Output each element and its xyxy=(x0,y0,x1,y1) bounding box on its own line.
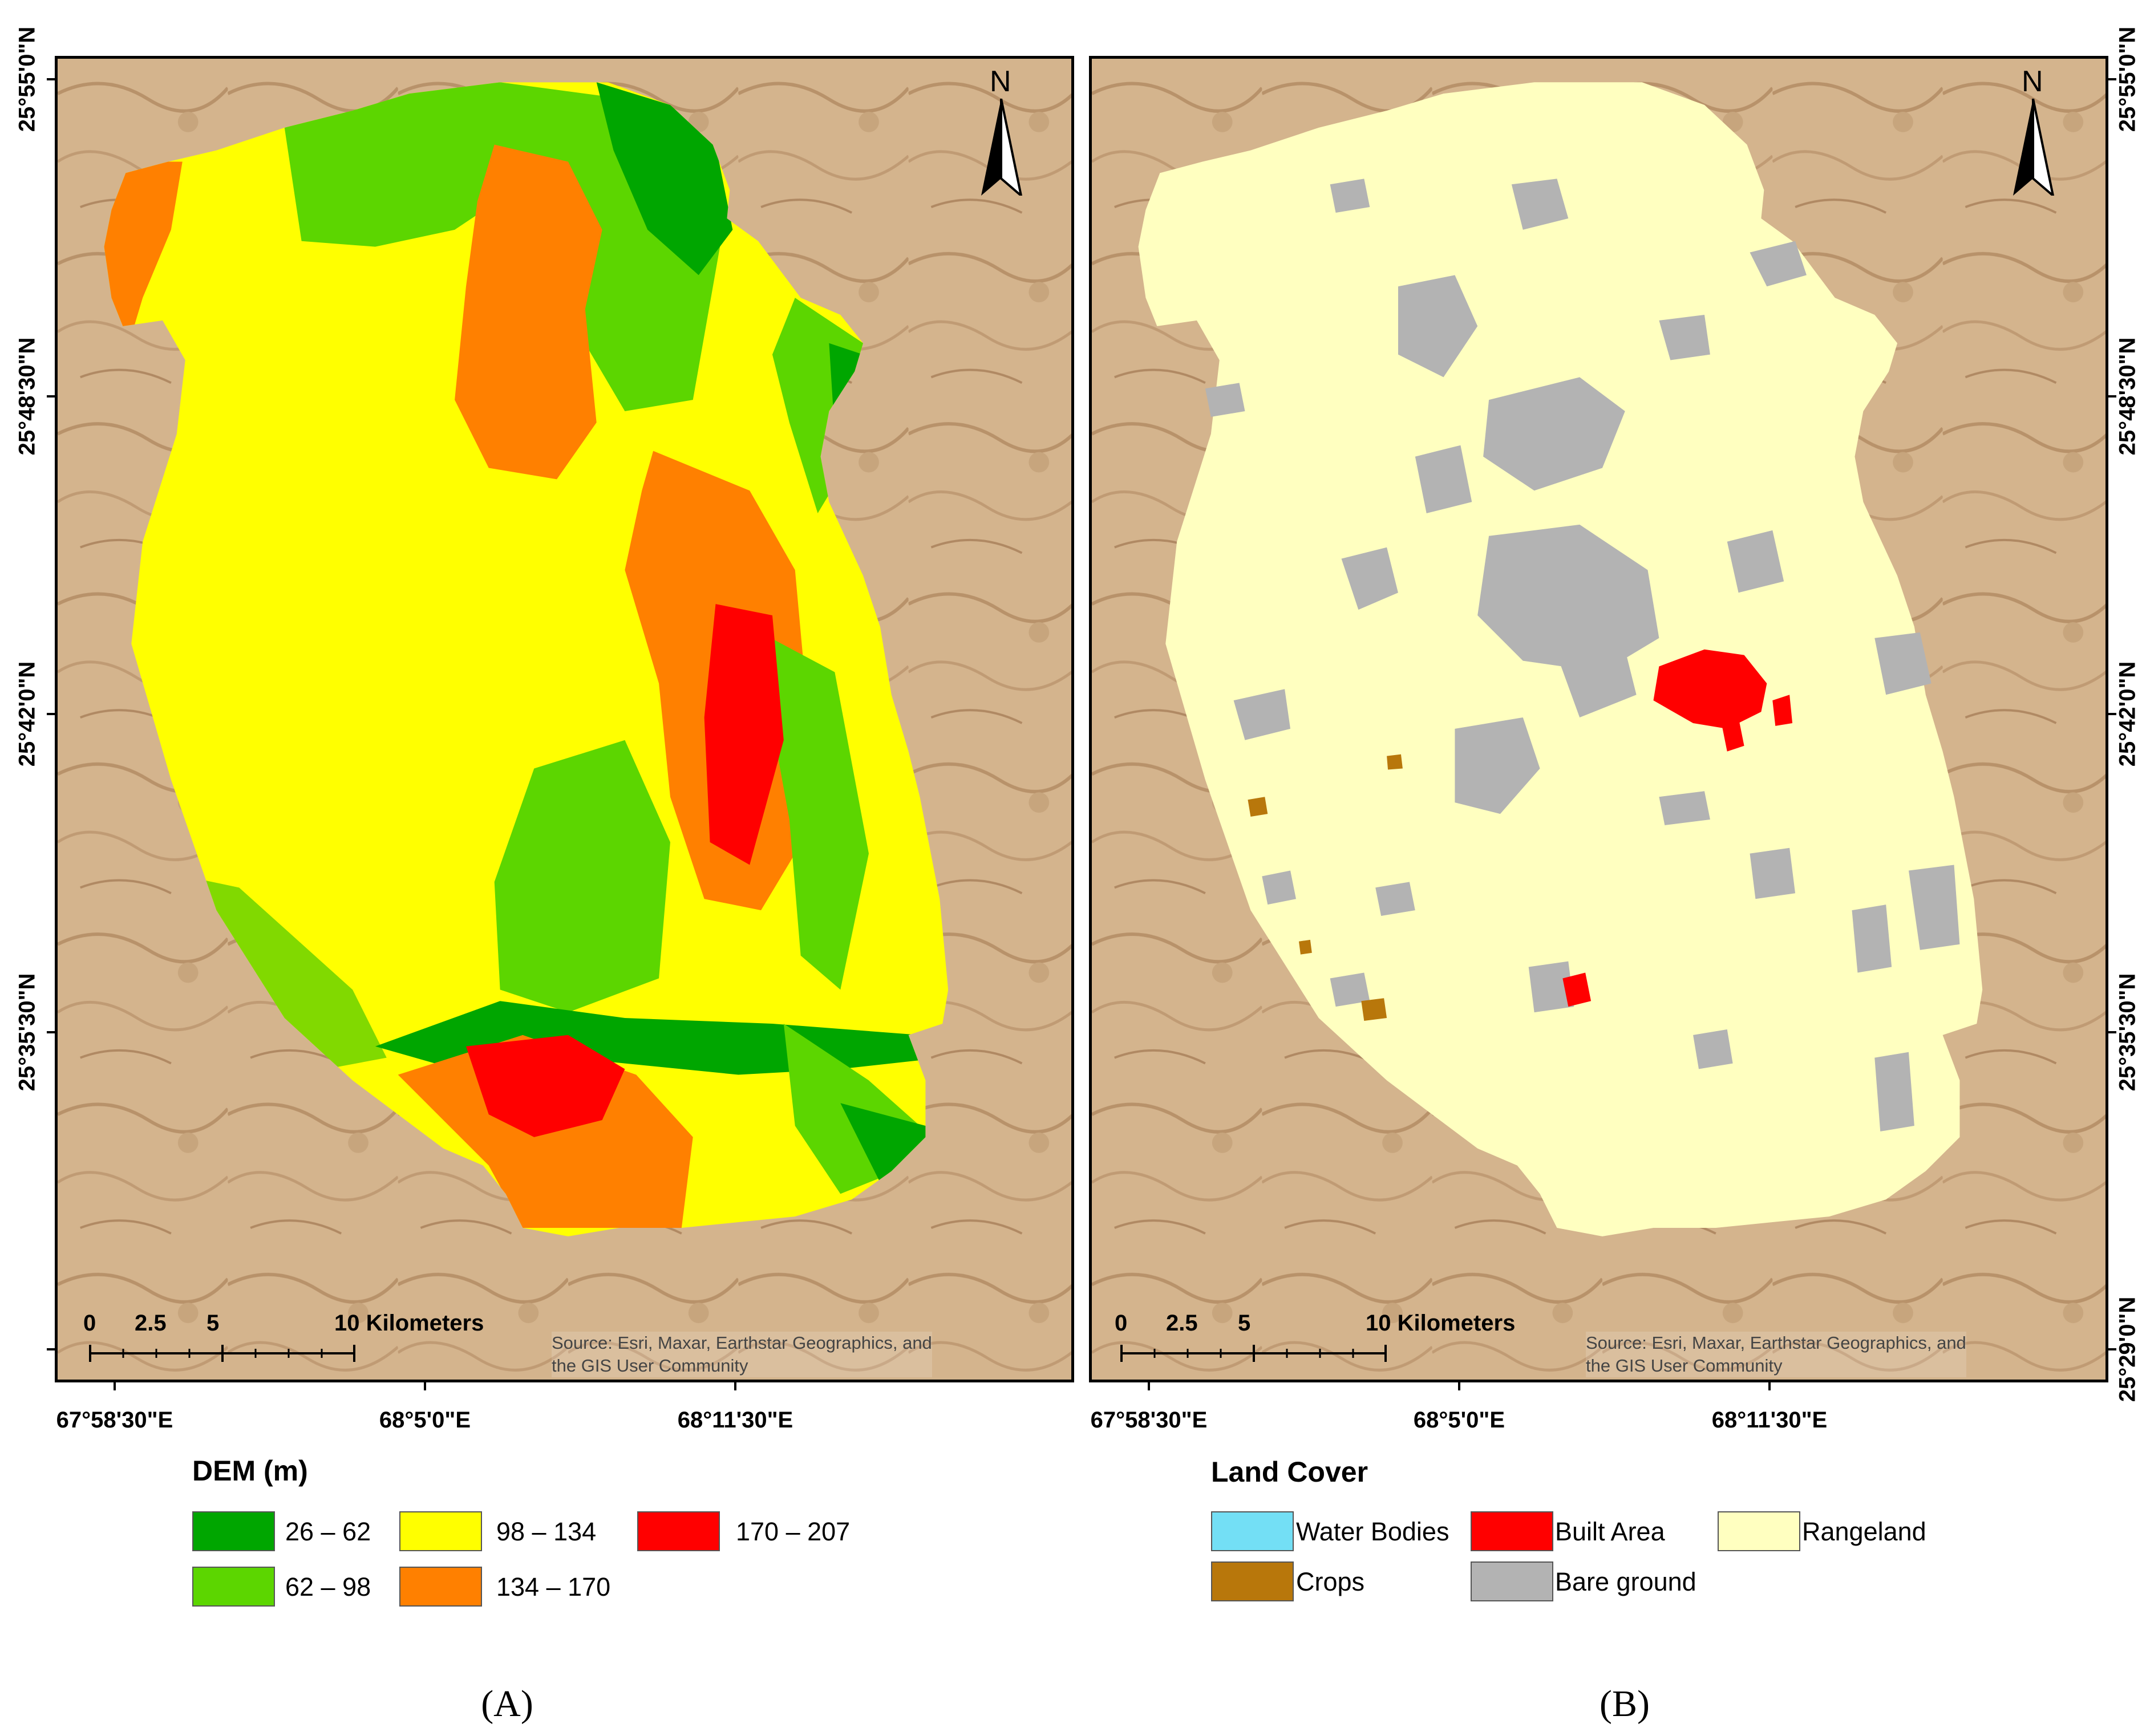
land-cover-map-frame: N 0 2.5 5 10 Kilometers Source: Esri, Ma… xyxy=(1089,56,2108,1382)
scale-bar: 0 2.5 5 10 Kilometers xyxy=(83,1311,484,1368)
y-tick xyxy=(2108,1348,2116,1350)
x-tick xyxy=(734,1382,736,1390)
legend-swatch-built-area xyxy=(1471,1511,1553,1551)
y-coord-label: 25°35'30"N xyxy=(14,973,40,1092)
dem-map-frame: N 0 2.5 5 10 Kilometers Source: Esri, Ma… xyxy=(55,56,1074,1382)
y-coord-label: 25°42'0"N xyxy=(14,661,40,767)
y-coord-label: 25°48'30"N xyxy=(2115,337,2140,456)
y-coord-label: 25°29'0"N xyxy=(2115,1296,2140,1402)
y-tick xyxy=(2108,78,2116,80)
panel-label-b: (B) xyxy=(1600,1683,1650,1725)
north-arrow-icon xyxy=(981,99,1023,196)
y-tick xyxy=(2108,713,2116,715)
scale-bar-line xyxy=(89,1345,355,1362)
legend-swatch-crops xyxy=(1211,1561,1294,1601)
x-coord-label: 68°5'0"E xyxy=(379,1408,471,1433)
scale-tick-5: 5 xyxy=(206,1311,220,1336)
scale-tick-2-5: 2.5 xyxy=(135,1311,167,1336)
land-cover-map xyxy=(1092,59,2105,1379)
x-tick xyxy=(1768,1382,1771,1390)
x-tick xyxy=(114,1382,116,1390)
source-line-2: the GIS User Community xyxy=(552,1356,748,1376)
y-coord-label: 25°35'30"N xyxy=(2115,973,2140,1092)
y-tick xyxy=(47,1031,55,1033)
y-tick xyxy=(47,713,55,715)
crops-patches xyxy=(1248,754,1403,1021)
scale-bar-line xyxy=(1120,1345,1387,1362)
x-coord-label: 68°11'30"E xyxy=(677,1408,793,1433)
legend-swatch-170-207 xyxy=(637,1511,720,1551)
legend-label-26-62: 26 – 62 xyxy=(285,1517,371,1546)
source-line-1: Source: Esri, Maxar, Earthstar Geographi… xyxy=(1586,1333,1966,1353)
built-area-patches xyxy=(1562,649,1793,1007)
y-tick xyxy=(47,395,55,398)
legend-swatch-bare-ground xyxy=(1471,1561,1553,1601)
dem-map xyxy=(58,59,1071,1379)
x-tick xyxy=(424,1382,426,1390)
x-tick xyxy=(1458,1382,1460,1390)
scale-end-label: 10 Kilometers xyxy=(334,1311,484,1336)
y-tick xyxy=(47,78,55,80)
legend-label-134-170: 134 – 170 xyxy=(496,1572,611,1601)
y-coord-label: 25°48'30"N xyxy=(14,337,40,456)
legend-label-rangeland: Rangeland xyxy=(1802,1517,1926,1546)
legend-title: DEM (m) xyxy=(192,1455,308,1487)
legend-swatch-62-98 xyxy=(192,1567,275,1607)
source-credit: Source: Esri, Maxar, Earthstar Geographi… xyxy=(1586,1332,1966,1377)
legend-label-98-134: 98 – 134 xyxy=(496,1517,597,1546)
legend-label-bare-ground: Bare ground xyxy=(1555,1567,1696,1596)
scale-tick-5: 5 xyxy=(1238,1311,1251,1336)
legend-swatch-water-bodies xyxy=(1211,1511,1294,1551)
legend-label-62-98: 62 – 98 xyxy=(285,1572,371,1601)
bare-ground-patches xyxy=(1205,179,1960,1131)
x-coord-label: 68°5'0"E xyxy=(1413,1408,1505,1433)
scale-tick-2-5: 2.5 xyxy=(1166,1311,1198,1336)
y-coord-label: 25°55'0"N xyxy=(2115,26,2140,132)
x-coord-label: 67°58'30"E xyxy=(1090,1408,1208,1433)
x-coord-label: 68°11'30"E xyxy=(1711,1408,1828,1433)
source-credit: Source: Esri, Maxar, Earthstar Geographi… xyxy=(552,1332,932,1377)
scale-bar: 0 2.5 5 10 Kilometers xyxy=(1115,1311,1515,1368)
y-tick xyxy=(2108,395,2116,398)
y-coord-label: 25°55'0"N xyxy=(14,26,40,132)
legend-swatch-26-62 xyxy=(192,1511,275,1551)
north-arrow-icon xyxy=(2013,99,2055,196)
north-arrow: N xyxy=(2005,64,2062,196)
legend-swatch-rangeland xyxy=(1718,1511,1800,1551)
y-tick xyxy=(47,1348,55,1350)
y-tick xyxy=(2108,1031,2116,1033)
legend-label-built-area: Built Area xyxy=(1555,1517,1665,1546)
legend-label-crops: Crops xyxy=(1296,1567,1365,1596)
y-coord-label: 25°42'0"N xyxy=(2115,661,2140,767)
north-label: N xyxy=(990,65,1011,98)
legend-swatch-98-134 xyxy=(399,1511,482,1551)
legend-label-170-207: 170 – 207 xyxy=(736,1517,851,1546)
panel-label-a: (A) xyxy=(481,1683,533,1725)
x-tick xyxy=(1148,1382,1150,1390)
source-line-2: the GIS User Community xyxy=(1586,1356,1783,1376)
source-line-1: Source: Esri, Maxar, Earthstar Geographi… xyxy=(552,1333,932,1353)
scale-tick-0: 0 xyxy=(1115,1311,1128,1336)
scale-tick-0: 0 xyxy=(83,1311,96,1336)
legend-label-water-bodies: Water Bodies xyxy=(1296,1517,1449,1546)
legend-title: Land Cover xyxy=(1211,1456,1368,1488)
north-arrow: N xyxy=(973,64,1030,196)
scale-end-label: 10 Kilometers xyxy=(1366,1311,1516,1336)
x-coord-label: 67°58'30"E xyxy=(56,1408,173,1433)
legend-swatch-134-170 xyxy=(399,1567,482,1607)
north-label: N xyxy=(2022,65,2043,98)
